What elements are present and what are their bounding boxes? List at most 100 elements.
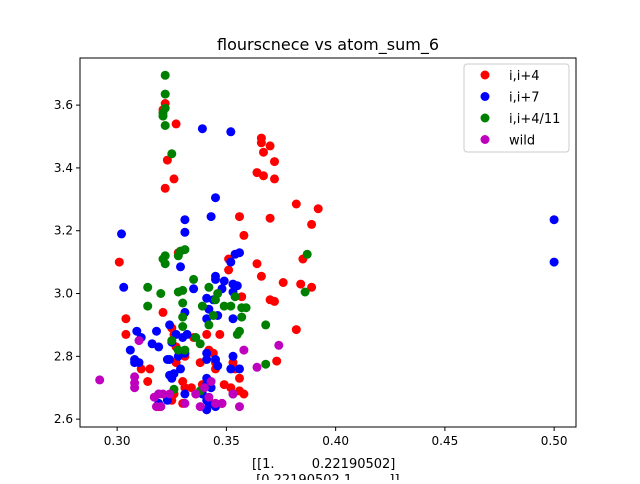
legend-marker-2: [480, 113, 490, 123]
point-series-1-6: [117, 229, 126, 239]
point-series-1-51: [235, 364, 244, 374]
point-series-0-33: [121, 314, 131, 324]
point-series-2-35: [173, 345, 183, 355]
point-series-2-36: [180, 345, 190, 355]
point-series-0-3: [162, 155, 172, 165]
point-series-3-19: [252, 362, 262, 372]
point-series-0-50: [235, 373, 244, 383]
point-series-0-70: [272, 356, 282, 366]
point-series-2-6: [167, 149, 177, 159]
point-series-2-31: [191, 333, 201, 342]
point-series-0-12: [259, 171, 268, 181]
x-tick-label-2: 0.40: [322, 434, 349, 448]
point-series-1-42: [165, 355, 175, 364]
legend-label-1: i,i+7: [509, 91, 540, 106]
point-series-3-21: [134, 336, 144, 346]
point-series-2-24: [143, 301, 153, 311]
x-tick-label-4: 0.50: [541, 434, 568, 448]
point-series-0-32: [114, 257, 124, 267]
point-series-3-13: [204, 392, 214, 402]
point-series-2-42: [230, 292, 240, 302]
point-series-1-58: [180, 389, 190, 399]
plot-marks: [95, 70, 559, 415]
point-series-0-9: [259, 147, 268, 157]
point-series-1-36: [125, 345, 135, 355]
point-series-1-68: [165, 370, 175, 380]
point-series-2-33: [195, 339, 205, 349]
point-series-3-14: [206, 377, 216, 386]
point-series-3-0: [95, 375, 105, 385]
point-series-2-43: [241, 303, 251, 313]
point-series-0-65: [143, 377, 153, 386]
point-series-2-39: [261, 320, 271, 330]
point-series-1-2: [211, 193, 220, 203]
point-series-0-35: [158, 307, 168, 317]
point-series-3-8: [158, 389, 168, 399]
point-series-1-49: [228, 351, 238, 361]
point-series-1-0: [197, 124, 207, 134]
point-series-3-3: [130, 383, 140, 393]
point-series-0-7: [256, 138, 266, 148]
point-series-1-39: [134, 358, 144, 368]
point-series-0-30: [270, 296, 279, 306]
y-tick-label-0: 2.6: [54, 412, 73, 426]
point-series-2-16: [178, 285, 188, 295]
point-series-1-11: [119, 282, 129, 292]
point-series-1-45: [202, 348, 212, 358]
point-series-0-19: [239, 230, 249, 240]
point-series-0-18: [307, 219, 317, 229]
legend-marker-1: [480, 92, 490, 101]
point-series-2-5: [160, 121, 170, 130]
point-series-3-7: [156, 402, 166, 412]
point-series-1-10: [176, 262, 185, 272]
chart-title: flourscnece vs atom_sum_6: [217, 35, 439, 55]
point-series-1-4: [206, 212, 216, 222]
point-series-0-16: [235, 212, 244, 222]
y-tick-label-3: 3.2: [54, 224, 73, 238]
point-series-2-22: [226, 301, 236, 311]
point-series-1-9: [226, 257, 236, 267]
point-series-1-24: [228, 314, 238, 324]
point-series-2-34: [167, 336, 177, 346]
x-axis: 0.30 0.35 0.40 0.45 0.50: [104, 427, 568, 448]
point-series-2-41: [302, 249, 312, 259]
y-tick-label-5: 3.6: [54, 98, 73, 112]
point-series-3-22: [195, 402, 205, 412]
point-series-0-47: [215, 329, 225, 339]
point-series-0-24: [278, 278, 288, 287]
point-series-0-23: [256, 271, 266, 281]
point-series-1-34: [132, 326, 142, 336]
legend: i,i+4 i,i+7 i,i+4/11 wild: [463, 63, 570, 153]
point-series-3-17: [235, 402, 244, 412]
point-series-3-10: [180, 398, 190, 408]
point-series-0-28: [237, 292, 247, 302]
y-tick-label-4: 3.4: [54, 161, 73, 175]
point-series-0-27: [224, 265, 234, 275]
point-series-2-27: [208, 311, 218, 320]
y-tick-label-2: 3.0: [54, 287, 73, 301]
point-series-3-11: [191, 389, 201, 399]
legend-marker-0: [480, 70, 490, 80]
point-series-1-19: [189, 284, 199, 294]
point-series-1-8: [235, 248, 244, 258]
legend-label-3: wild: [509, 134, 535, 149]
y-tick-label-1: 2.8: [54, 349, 73, 363]
point-series-1-14: [219, 276, 229, 286]
point-series-2-28: [237, 312, 247, 322]
point-series-2-44: [261, 359, 271, 369]
point-series-2-18: [204, 282, 214, 292]
point-series-0-42: [202, 329, 212, 339]
point-series-2-8: [180, 245, 190, 255]
point-series-2-4: [158, 111, 168, 121]
x-tick-label-1: 0.35: [213, 434, 240, 448]
point-series-0-10: [270, 157, 279, 167]
point-series-2-25: [178, 298, 188, 308]
point-series-0-13: [270, 174, 279, 184]
point-series-2-40: [300, 287, 310, 297]
point-series-3-12: [200, 383, 209, 393]
legend-label-0: i,i+4: [509, 69, 540, 84]
point-series-3-23: [211, 398, 220, 408]
point-series-1-50: [226, 364, 236, 374]
